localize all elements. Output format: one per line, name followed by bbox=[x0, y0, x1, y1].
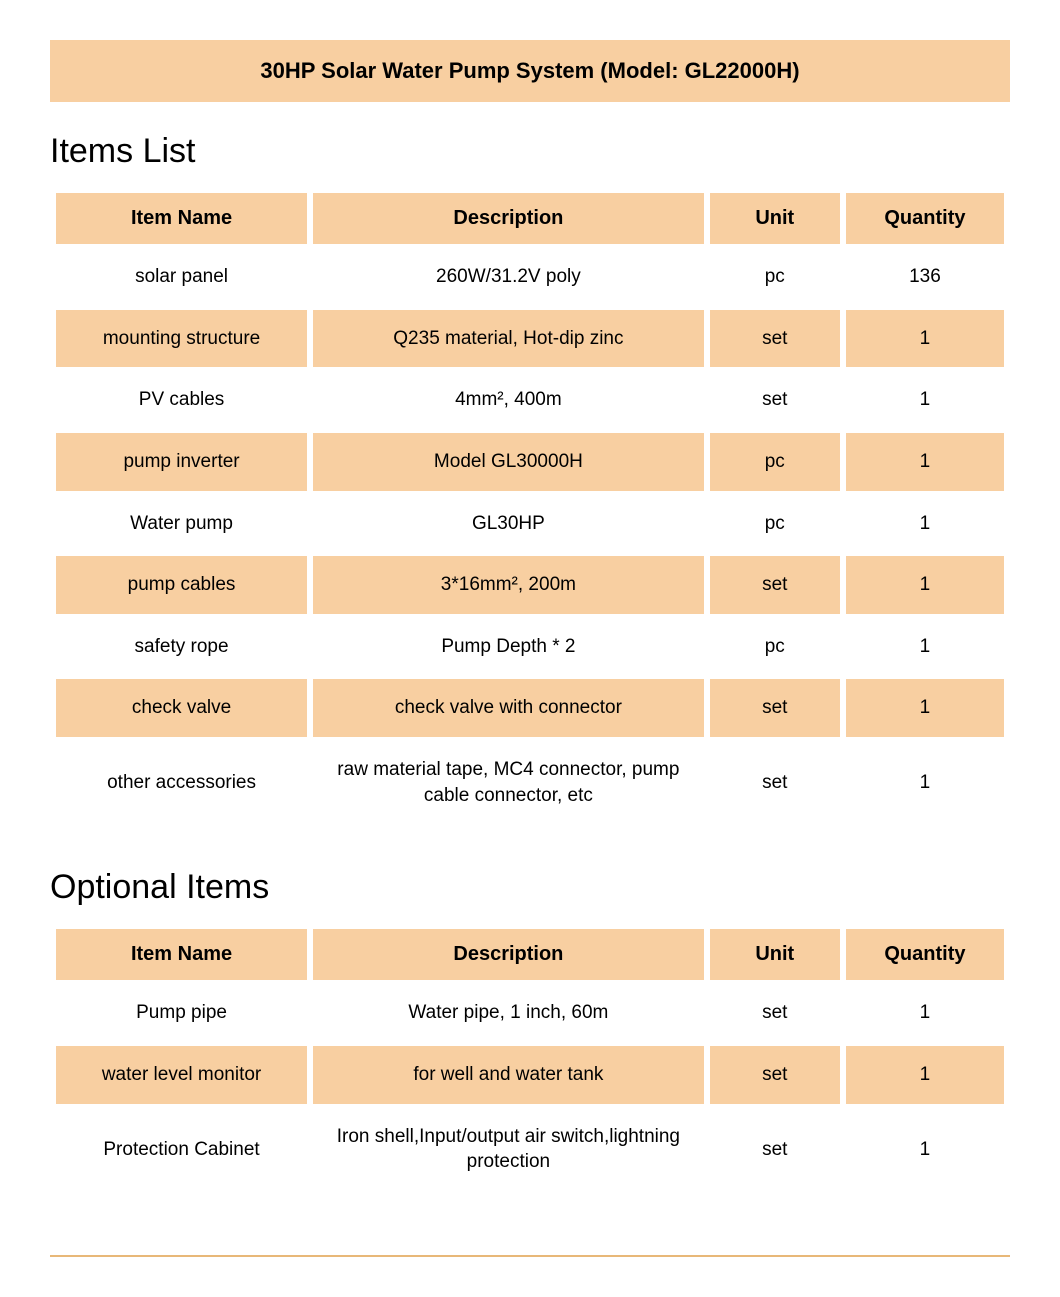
cell-name: water level monitor bbox=[56, 1046, 307, 1104]
optional-items-heading: Optional Items bbox=[50, 868, 1010, 907]
cell-desc: 3*16mm², 200m bbox=[313, 556, 704, 614]
cell-name: Pump pipe bbox=[56, 984, 307, 1042]
table-row: water level monitorfor well and water ta… bbox=[56, 1046, 1004, 1104]
table-row: safety ropePump Depth * 2pc1 bbox=[56, 618, 1004, 676]
table-row: other accessoriesraw material tape, MC4 … bbox=[56, 741, 1004, 824]
col-header-desc: Description bbox=[313, 193, 704, 244]
cell-name: Water pump bbox=[56, 495, 307, 553]
cell-qty: 1 bbox=[846, 679, 1004, 737]
cell-desc: 260W/31.2V poly bbox=[313, 248, 704, 306]
cell-name: safety rope bbox=[56, 618, 307, 676]
cell-unit: pc bbox=[710, 248, 840, 306]
cell-qty: 1 bbox=[846, 495, 1004, 553]
cell-unit: set bbox=[710, 371, 840, 429]
col-header-unit: Unit bbox=[710, 193, 840, 244]
table-header-row: Item Name Description Unit Quantity bbox=[56, 193, 1004, 244]
col-header-unit: Unit bbox=[710, 929, 840, 980]
cell-unit: set bbox=[710, 310, 840, 368]
cell-qty: 1 bbox=[846, 618, 1004, 676]
footer-divider bbox=[50, 1255, 1010, 1257]
col-header-desc: Description bbox=[313, 929, 704, 980]
table-row: Protection CabinetIron shell,Input/outpu… bbox=[56, 1108, 1004, 1191]
cell-unit: set bbox=[710, 741, 840, 824]
cell-name: PV cables bbox=[56, 371, 307, 429]
cell-name: Protection Cabinet bbox=[56, 1108, 307, 1191]
table-row: Water pumpGL30HPpc1 bbox=[56, 495, 1004, 553]
optional-items-table: Item Name Description Unit Quantity Pump… bbox=[50, 925, 1010, 1195]
title-banner: 30HP Solar Water Pump System (Model: GL2… bbox=[50, 40, 1010, 102]
cell-qty: 1 bbox=[846, 556, 1004, 614]
cell-name: pump cables bbox=[56, 556, 307, 614]
cell-qty: 1 bbox=[846, 1108, 1004, 1191]
cell-name: other accessories bbox=[56, 741, 307, 824]
cell-qty: 1 bbox=[846, 371, 1004, 429]
table-row: solar panel260W/31.2V polypc136 bbox=[56, 248, 1004, 306]
cell-qty: 1 bbox=[846, 741, 1004, 824]
cell-unit: set bbox=[710, 984, 840, 1042]
cell-unit: pc bbox=[710, 495, 840, 553]
table-row: check valvecheck valve with connectorset… bbox=[56, 679, 1004, 737]
items-list-table: Item Name Description Unit Quantity sola… bbox=[50, 189, 1010, 828]
cell-unit: set bbox=[710, 1108, 840, 1191]
table-row: mounting structureQ235 material, Hot-dip… bbox=[56, 310, 1004, 368]
table-row: pump inverterModel GL30000Hpc1 bbox=[56, 433, 1004, 491]
col-header-qty: Quantity bbox=[846, 193, 1004, 244]
cell-desc: 4mm², 400m bbox=[313, 371, 704, 429]
cell-name: check valve bbox=[56, 679, 307, 737]
banner-title: 30HP Solar Water Pump System (Model: GL2… bbox=[260, 58, 799, 83]
cell-desc: Pump Depth * 2 bbox=[313, 618, 704, 676]
cell-unit: pc bbox=[710, 618, 840, 676]
cell-desc: Water pipe, 1 inch, 60m bbox=[313, 984, 704, 1042]
cell-unit: pc bbox=[710, 433, 840, 491]
table-row: PV cables4mm², 400mset1 bbox=[56, 371, 1004, 429]
table-row: Pump pipeWater pipe, 1 inch, 60mset1 bbox=[56, 984, 1004, 1042]
cell-desc: Q235 material, Hot-dip zinc bbox=[313, 310, 704, 368]
col-header-name: Item Name bbox=[56, 193, 307, 244]
cell-name: mounting structure bbox=[56, 310, 307, 368]
cell-desc: check valve with connector bbox=[313, 679, 704, 737]
cell-unit: set bbox=[710, 556, 840, 614]
cell-unit: set bbox=[710, 1046, 840, 1104]
cell-desc: GL30HP bbox=[313, 495, 704, 553]
cell-desc: Model GL30000H bbox=[313, 433, 704, 491]
cell-qty: 1 bbox=[846, 984, 1004, 1042]
table-header-row: Item Name Description Unit Quantity bbox=[56, 929, 1004, 980]
cell-desc: for well and water tank bbox=[313, 1046, 704, 1104]
cell-qty: 136 bbox=[846, 248, 1004, 306]
cell-desc: Iron shell,Input/output air switch,light… bbox=[313, 1108, 704, 1191]
cell-qty: 1 bbox=[846, 433, 1004, 491]
cell-qty: 1 bbox=[846, 310, 1004, 368]
items-list-heading: Items List bbox=[50, 132, 1010, 171]
cell-name: solar panel bbox=[56, 248, 307, 306]
col-header-qty: Quantity bbox=[846, 929, 1004, 980]
cell-qty: 1 bbox=[846, 1046, 1004, 1104]
table-row: pump cables3*16mm², 200mset1 bbox=[56, 556, 1004, 614]
cell-desc: raw material tape, MC4 connector, pump c… bbox=[313, 741, 704, 824]
cell-unit: set bbox=[710, 679, 840, 737]
cell-name: pump inverter bbox=[56, 433, 307, 491]
col-header-name: Item Name bbox=[56, 929, 307, 980]
